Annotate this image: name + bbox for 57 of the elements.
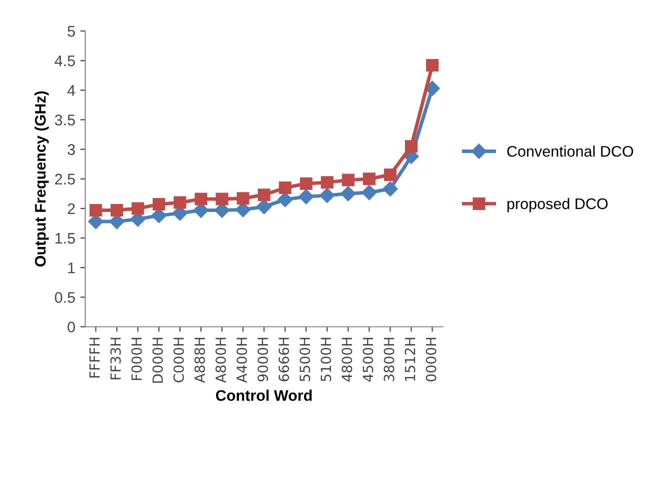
x-tick-label: A888H (194, 338, 205, 383)
x-tick-label: 4800H (342, 338, 352, 382)
point (320, 176, 334, 189)
x-tick-label: 4500H (362, 338, 374, 382)
y-tick-label: 0 (68, 322, 75, 332)
y-tick-label: 1.5 (55, 233, 75, 244)
legend-label: Conventional DCO (507, 146, 634, 157)
x-tick-label: A400H (236, 338, 248, 383)
x-tick-label: 5100H (320, 338, 332, 382)
legend-label: proposed DCO (507, 198, 608, 212)
y-tick-label: 4.5 (54, 56, 75, 66)
y-tick-label: 1 (68, 262, 75, 274)
point (90, 204, 102, 216)
x-tick-label: 1512H (404, 338, 416, 381)
y-tick-label: 5 (68, 26, 75, 37)
x-tick-label: 6666H (278, 338, 290, 382)
point (384, 168, 396, 181)
y-tick-label: 0.5 (54, 292, 75, 303)
point (362, 184, 377, 200)
x-tick-label: FF33H (110, 338, 121, 380)
point (342, 174, 354, 186)
point (236, 192, 250, 205)
point (258, 188, 270, 202)
y-axis-title: Output Frequency (GHz) (34, 91, 49, 267)
x-tick-label: 0000H (426, 338, 436, 382)
x-tick-label: 5500H (300, 338, 310, 382)
point (152, 198, 166, 211)
point (340, 186, 356, 202)
point (426, 59, 439, 72)
point (132, 202, 144, 215)
point (300, 177, 312, 190)
point (298, 189, 314, 204)
point (216, 192, 228, 206)
point (362, 172, 376, 186)
y-tick-label: 2.5 (55, 174, 75, 185)
x-axis-title: Control Word (216, 390, 312, 401)
point (382, 181, 398, 196)
point (194, 192, 208, 206)
x-tick-label: 9000H (258, 338, 268, 382)
point (405, 140, 418, 153)
point (110, 204, 124, 216)
x-tick-label: FFFFH (90, 338, 100, 378)
point (320, 188, 335, 204)
point (256, 199, 272, 214)
y-tick-label: 3 (68, 144, 75, 155)
x-tick-label: F000H (131, 338, 142, 380)
x-tick-label: 3800H (384, 338, 394, 382)
y-tick-label: 2 (68, 203, 75, 214)
x-tick-label: C000H (173, 338, 184, 382)
y-tick-label: 3.5 (54, 114, 75, 126)
point (174, 196, 186, 209)
point (424, 80, 440, 96)
point (278, 192, 293, 208)
y-tick-label: 4 (67, 85, 76, 96)
point (278, 181, 292, 194)
x-tick-label: D000H (152, 338, 163, 383)
x-tick-label: A800H (216, 338, 226, 383)
